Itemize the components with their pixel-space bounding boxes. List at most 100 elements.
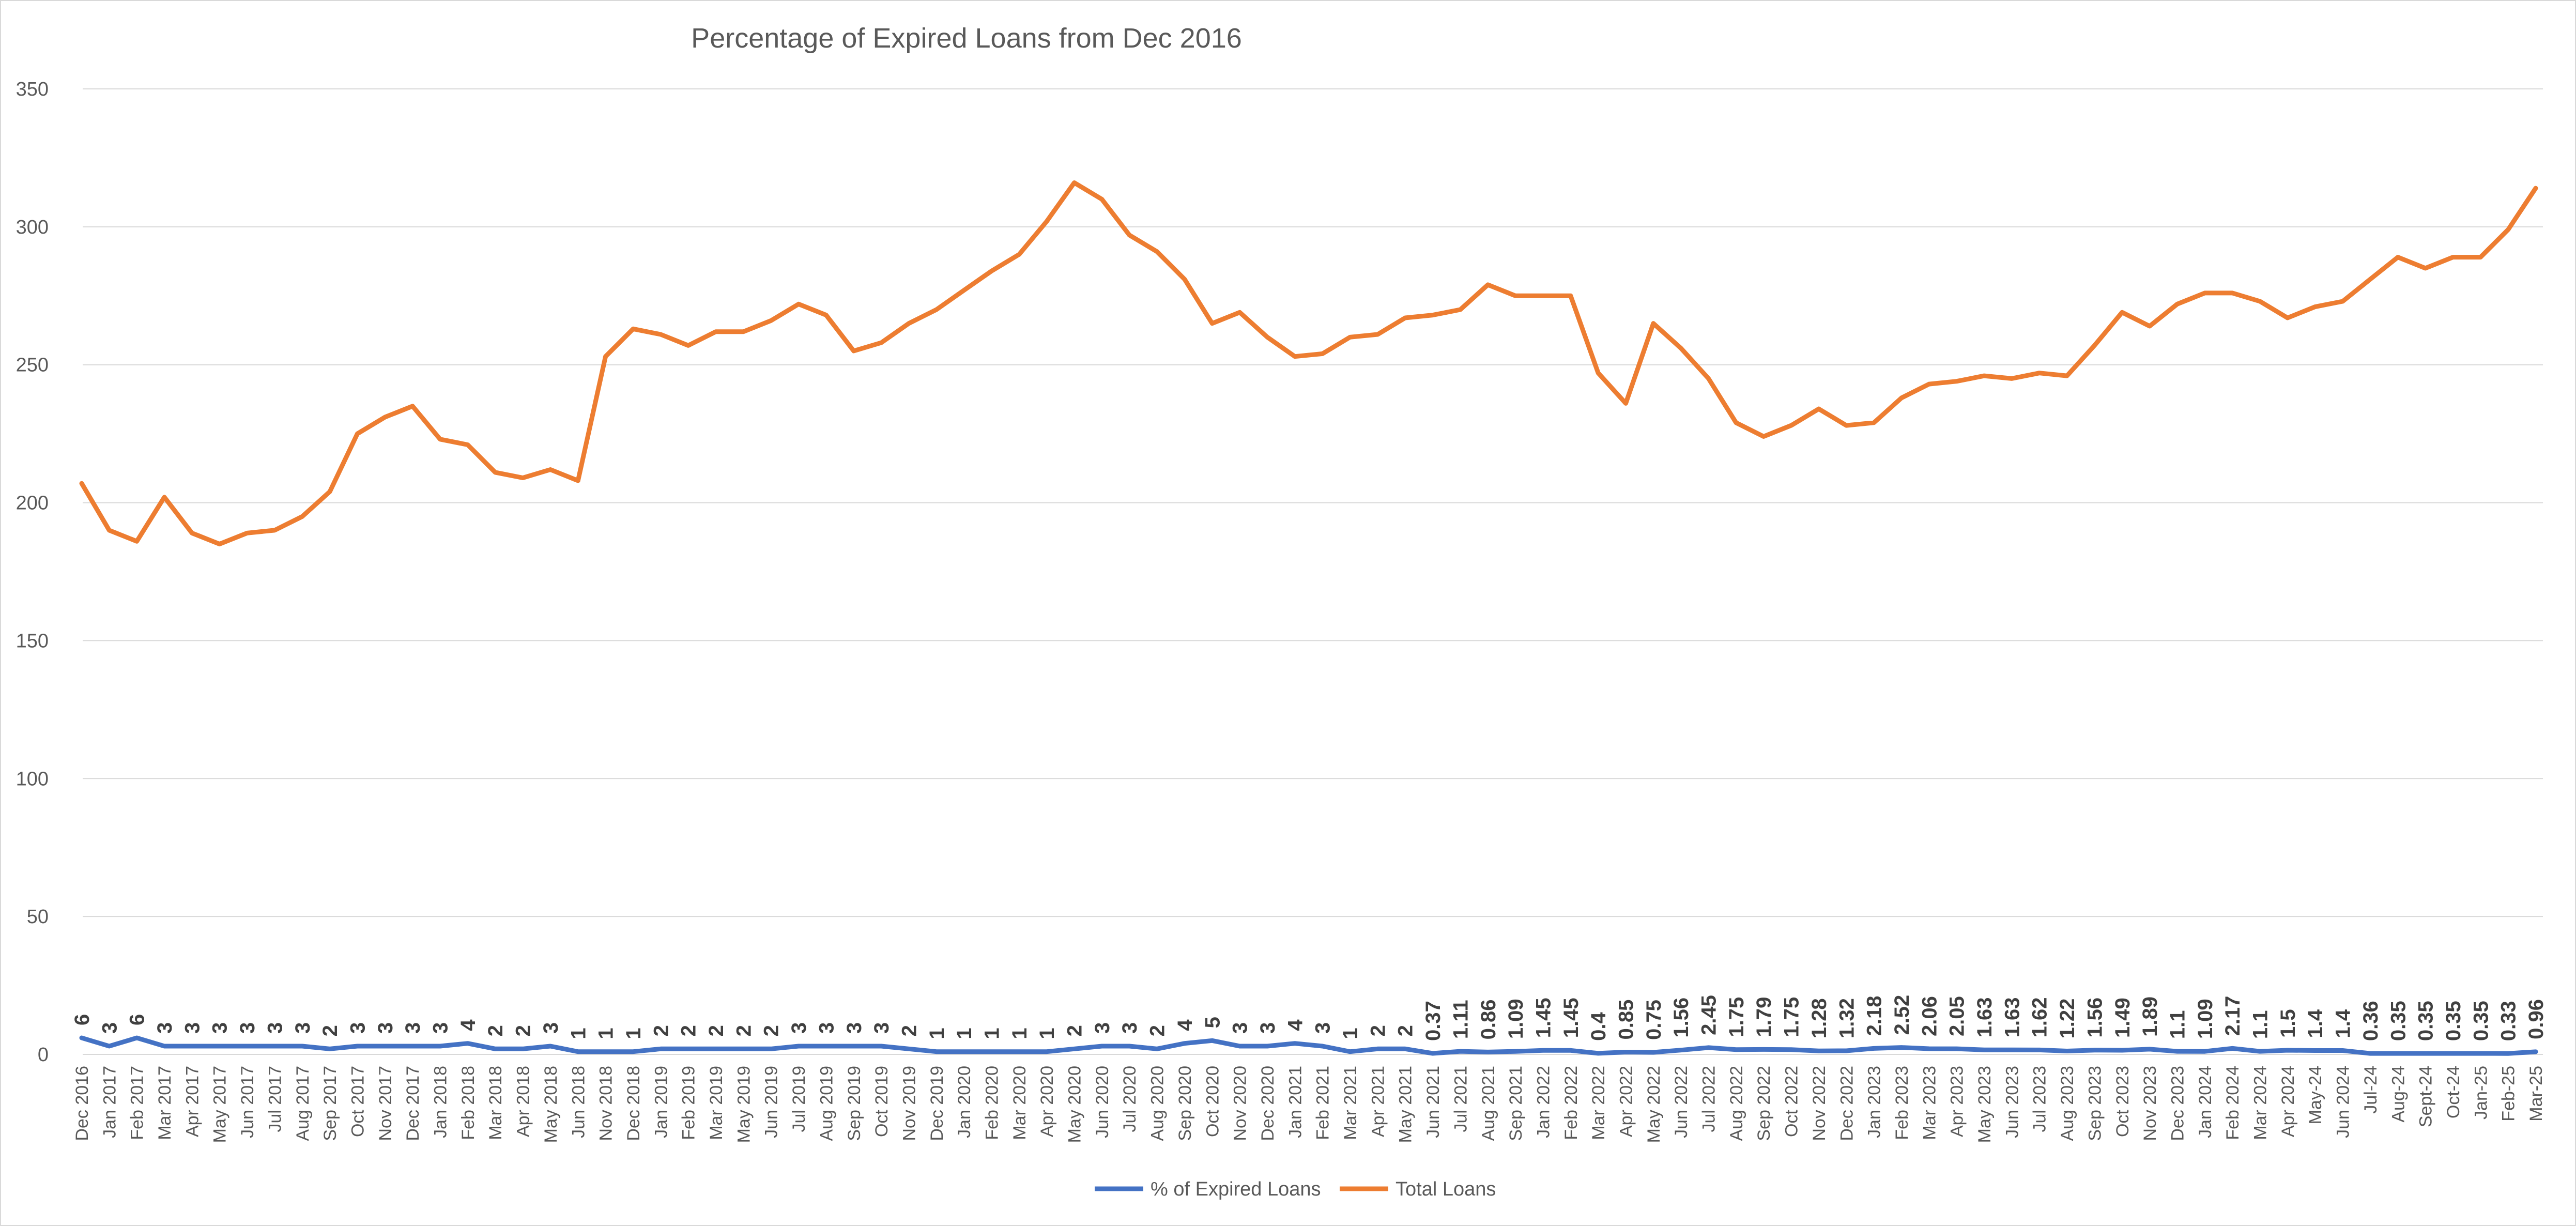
y-tick-label: 150 (16, 630, 49, 652)
data-label: 1.89 (2139, 997, 2161, 1037)
x-tick-label: Jan 2022 (1534, 1066, 1553, 1138)
data-label: 2 (1064, 1025, 1086, 1036)
series-line-total-loans (79, 180, 2538, 547)
data-label: 2 (484, 1025, 507, 1036)
data-label: 0.36 (2359, 1001, 2382, 1041)
x-tick-label: Sep 2017 (320, 1066, 340, 1141)
x-tick-label: Feb 2017 (128, 1066, 147, 1140)
x-tick-label: Aug 2019 (817, 1066, 836, 1141)
x-tick-label: Oct 2019 (872, 1066, 892, 1137)
x-tick-label: Sept-24 (2416, 1066, 2436, 1127)
data-label: 2 (650, 1025, 672, 1036)
data-label: 3 (540, 1022, 562, 1034)
x-tick-label: Jul 2020 (1120, 1066, 1140, 1132)
data-label: 1.79 (1753, 997, 1775, 1037)
data-label: 1.11 (1449, 1000, 1472, 1039)
legend-label: % of Expired Loans (1151, 1178, 1321, 1200)
x-tick-label: Feb 2024 (2223, 1066, 2243, 1140)
data-label: 4 (1284, 1019, 1307, 1031)
x-tick-label: Mar 2022 (1589, 1066, 1608, 1140)
chart-title: Percentage of Expired Loans from Dec 201… (691, 23, 1242, 54)
series (79, 180, 2538, 1056)
x-tick-label: Apr 2023 (1948, 1066, 1967, 1137)
x-tick-label: Apr 2024 (2278, 1066, 2298, 1137)
data-label: 0.35 (2387, 1001, 2410, 1041)
y-tick-label: 300 (16, 217, 49, 238)
gridlines (83, 88, 2543, 1055)
data-label: 0.35 (2442, 1001, 2465, 1041)
data-label: 3 (292, 1022, 314, 1034)
data-label: 1 (926, 1028, 948, 1039)
x-tick-label: Mar 2019 (707, 1066, 726, 1140)
x-tick-label: Sep 2020 (1175, 1066, 1195, 1141)
data-label: 1.22 (2056, 999, 2079, 1039)
data-label: 3 (843, 1022, 866, 1034)
x-tick-label: Aug 2023 (2058, 1066, 2077, 1141)
data-label: 0.4 (1587, 1012, 1610, 1041)
data-label: 2.17 (2221, 996, 2244, 1036)
data-label: 1 (1008, 1028, 1031, 1039)
x-tick-label: Jan 2017 (100, 1066, 119, 1138)
data-label: 3 (870, 1022, 893, 1034)
x-tick-label: Sep 2021 (1506, 1066, 1526, 1141)
x-tick-label: May 2023 (1975, 1066, 1995, 1143)
x-tick-label: Apr 2021 (1368, 1066, 1388, 1137)
x-tick-label: May 2022 (1644, 1066, 1664, 1143)
data-label: 1.56 (1670, 998, 1693, 1038)
x-tick-label: Jan 2021 (1285, 1066, 1305, 1138)
x-tick-label: Oct 2020 (1203, 1066, 1222, 1137)
x-tick-label: Nov 2019 (899, 1066, 919, 1141)
data-label: 3 (154, 1022, 176, 1034)
y-tick-label: 0 (38, 1044, 49, 1066)
y-tick-label: 250 (16, 355, 49, 376)
data-label: 3 (346, 1022, 369, 1034)
x-axis-ticks: Dec 2016 Jan 2017 Feb 2017 Mar 2017 Apr 2017… (72, 1066, 2546, 1143)
data-label: 4 (457, 1019, 480, 1031)
y-axis-ticks: 0 50 100 150 200 250 300 350 (16, 79, 49, 1066)
x-tick-label: Jun 2022 (1672, 1066, 1691, 1138)
x-tick-label: Jan 2020 (955, 1066, 974, 1138)
x-tick-label: Dec 2019 (927, 1066, 947, 1141)
data-label: 1.4 (2304, 1009, 2327, 1038)
x-tick-label: May 2017 (210, 1066, 230, 1143)
x-tick-label: Apr 2017 (182, 1066, 202, 1137)
data-label: 3 (788, 1022, 810, 1034)
x-tick-label: Feb 2020 (982, 1066, 1002, 1140)
data-label: 1.32 (1835, 998, 1858, 1038)
data-label: 1.09 (2194, 999, 2217, 1039)
data-label: 2 (319, 1025, 342, 1036)
x-tick-label: Aug 2017 (293, 1066, 313, 1141)
x-tick-label: Jul 2019 (789, 1066, 809, 1132)
legend-label: Total Loans (1396, 1178, 1496, 1200)
data-label: 1.45 (1532, 998, 1555, 1038)
x-tick-label: Apr 2018 (514, 1066, 533, 1137)
x-tick-label: Aug-24 (2388, 1066, 2408, 1123)
data-label: 2 (1146, 1025, 1169, 1036)
data-label: 0.85 (1615, 1000, 1638, 1040)
x-tick-label: Feb 2023 (1892, 1066, 1912, 1140)
x-tick-label: Jul 2017 (265, 1066, 285, 1132)
data-label: 1.09 (1505, 999, 1527, 1039)
y-tick-label: 200 (16, 493, 49, 514)
x-tick-label: Aug 2020 (1148, 1066, 1168, 1141)
x-tick-label: Nov 2023 (2140, 1066, 2160, 1141)
y-tick-label: 50 (27, 906, 49, 928)
data-label: 0.86 (1477, 1000, 1500, 1040)
data-label: 3 (98, 1022, 121, 1034)
data-label: 1.62 (2029, 997, 2051, 1037)
data-label: 3 (430, 1022, 452, 1034)
x-tick-label: May-24 (2306, 1066, 2325, 1124)
data-label: 1.5 (2277, 1009, 2299, 1038)
x-tick-label: May 2021 (1396, 1066, 1416, 1143)
x-tick-label: Jul 2023 (2030, 1066, 2050, 1132)
data-label: 1.49 (2111, 998, 2134, 1038)
data-label: 3 (1256, 1022, 1279, 1034)
x-tick-label: Jun 2017 (238, 1066, 257, 1138)
legend: % of Expired Loans Total Loans (1095, 1178, 1496, 1200)
x-tick-label: Mar 2017 (155, 1066, 175, 1140)
x-tick-label: Oct-24 (2444, 1066, 2463, 1118)
x-tick-label: Feb 2022 (1561, 1066, 1581, 1140)
x-tick-label: Feb 2021 (1313, 1066, 1333, 1140)
x-tick-label: Jun 2019 (762, 1066, 781, 1138)
